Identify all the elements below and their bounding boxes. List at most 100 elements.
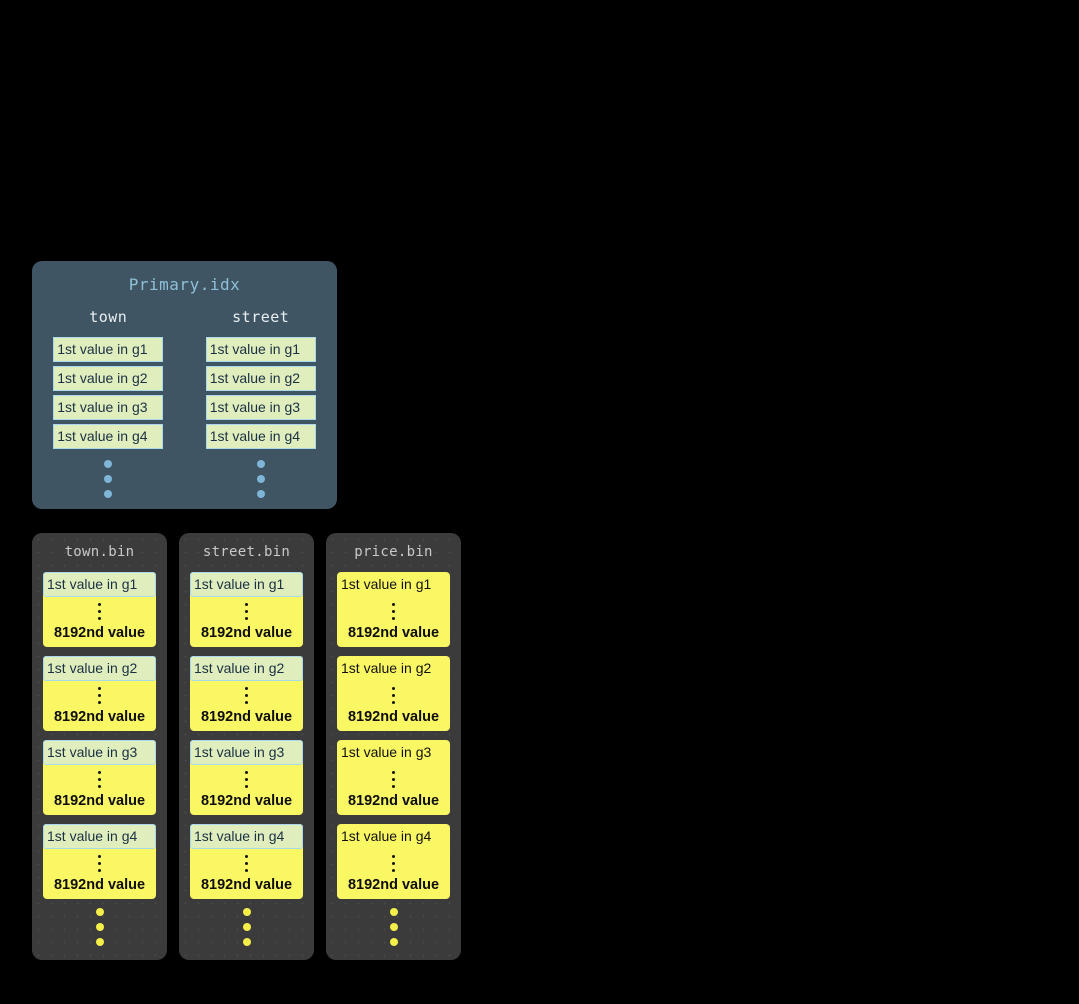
dot xyxy=(242,908,251,916)
primary-index-columns: town 1st value in g1 1st value in g2 1st va… xyxy=(32,308,337,498)
dot xyxy=(98,701,101,704)
bin-panels: town.bin 1st value in g1 8192nd value 1st v… xyxy=(32,533,461,960)
granule-first-value: 1st value in g3 xyxy=(43,740,156,765)
granule-last-value: 8192nd value xyxy=(53,793,146,809)
dot xyxy=(98,862,101,865)
dot xyxy=(104,490,113,498)
granule-vertical-ellipsis xyxy=(43,765,156,793)
dot xyxy=(98,694,101,697)
dot xyxy=(256,490,265,498)
granule-vertical-ellipsis xyxy=(190,597,303,625)
dot xyxy=(245,855,248,858)
primary-index-column-street: street 1st value in g1 1st value in g2 1st … xyxy=(185,308,338,498)
primary-index-entry[interactable]: 1st value in g3 xyxy=(53,395,164,420)
bin-granule-block[interactable]: 1st value in g3 8192nd value xyxy=(43,740,156,815)
primary-index-entry[interactable]: 1st value in g1 xyxy=(205,337,316,362)
granule-first-value: 1st value in g4 xyxy=(190,824,303,849)
dot xyxy=(392,701,395,704)
bin-granule-block[interactable]: 1st value in g4 8192nd value xyxy=(43,824,156,899)
granule-first-value: 1st value in g4 xyxy=(341,828,432,844)
dot xyxy=(392,785,395,788)
primary-index-entry[interactable]: 1st value in g1 xyxy=(53,337,164,362)
dot xyxy=(245,869,248,872)
dot xyxy=(98,771,101,774)
bin-granule-block[interactable]: 1st value in g4 8192nd value xyxy=(337,824,450,899)
granule-vertical-ellipsis xyxy=(190,681,303,709)
dot xyxy=(245,687,248,690)
dot xyxy=(245,694,248,697)
granule-last-value: 8192nd value xyxy=(200,709,293,725)
bin-granule-block[interactable]: 1st value in g3 8192nd value xyxy=(190,740,303,815)
primary-index-ellipsis-dots xyxy=(104,460,113,498)
granule-first-value: 1st value in g1 xyxy=(190,572,303,597)
dot xyxy=(392,771,395,774)
granule-vertical-ellipsis xyxy=(337,849,450,877)
granule-vertical-ellipsis xyxy=(190,765,303,793)
dot xyxy=(98,617,101,620)
dot xyxy=(245,778,248,781)
primary-index-column-town: town 1st value in g1 1st value in g2 1st va… xyxy=(32,308,185,498)
granule-last-value: 8192nd value xyxy=(200,877,293,893)
dot xyxy=(104,475,113,483)
granule-first-value: 1st value in g3 xyxy=(341,744,432,760)
dot xyxy=(98,610,101,613)
dot xyxy=(392,687,395,690)
dot xyxy=(245,617,248,620)
granule-vertical-ellipsis xyxy=(43,681,156,709)
granule-first-value: 1st value in g3 xyxy=(190,740,303,765)
primary-index-entry[interactable]: 1st value in g2 xyxy=(53,366,164,391)
dot xyxy=(245,862,248,865)
dot xyxy=(104,460,113,468)
bin-granule-block[interactable]: 1st value in g2 8192nd value xyxy=(337,656,450,731)
granule-first-value: 1st value in g2 xyxy=(341,660,432,676)
granule-vertical-ellipsis xyxy=(43,849,156,877)
bin-panel-ellipsis-dots xyxy=(43,908,156,946)
bin-granule-block[interactable]: 1st value in g2 8192nd value xyxy=(190,656,303,731)
granule-first-value: 1st value in g2 xyxy=(43,656,156,681)
granule-first-value: 1st value in g1 xyxy=(43,572,156,597)
granule-last-value: 8192nd value xyxy=(200,793,293,809)
bin-panel-title: price.bin xyxy=(354,544,433,560)
granule-last-value: 8192nd value xyxy=(347,793,440,809)
granule-last-value: 8192nd value xyxy=(53,709,146,725)
bin-granule-block[interactable]: 1st value in g2 8192nd value xyxy=(43,656,156,731)
dot xyxy=(256,460,265,468)
granule-first-value: 1st value in g1 xyxy=(341,576,432,592)
granule-last-value: 8192nd value xyxy=(53,625,146,641)
dot xyxy=(389,938,398,946)
dot xyxy=(95,908,104,916)
bin-granule-block[interactable]: 1st value in g3 8192nd value xyxy=(337,740,450,815)
primary-index-entry[interactable]: 1st value in g4 xyxy=(53,424,164,449)
dot xyxy=(245,701,248,704)
granule-first-value: 1st value in g4 xyxy=(43,824,156,849)
dot xyxy=(392,603,395,606)
granule-last-value: 8192nd value xyxy=(347,625,440,641)
primary-index-entry[interactable]: 1st value in g2 xyxy=(205,366,316,391)
bin-panel-price-bin: price.bin 1st value in g1 8192nd value 1st … xyxy=(326,533,461,960)
dot xyxy=(98,855,101,858)
bin-panel-ellipsis-dots xyxy=(190,908,303,946)
bin-granule-block[interactable]: 1st value in g1 8192nd value xyxy=(337,572,450,647)
dot xyxy=(95,923,104,931)
dot xyxy=(242,938,251,946)
dot xyxy=(392,855,395,858)
primary-index-entry[interactable]: 1st value in g3 xyxy=(205,395,316,420)
primary-index-entry[interactable]: 1st value in g4 xyxy=(205,424,316,449)
bin-granule-block[interactable]: 1st value in g1 8192nd value xyxy=(190,572,303,647)
bin-granule-block[interactable]: 1st value in g1 8192nd value xyxy=(43,572,156,647)
dot xyxy=(245,771,248,774)
dot xyxy=(245,610,248,613)
bin-granule-block[interactable]: 1st value in g4 8192nd value xyxy=(190,824,303,899)
granule-first-value: 1st value in g2 xyxy=(190,656,303,681)
granule-vertical-ellipsis xyxy=(43,597,156,625)
granule-last-value: 8192nd value xyxy=(200,625,293,641)
granule-vertical-ellipsis xyxy=(190,849,303,877)
dot xyxy=(392,610,395,613)
bin-panel-town-bin: town.bin 1st value in g1 8192nd value 1st v… xyxy=(32,533,167,960)
dot xyxy=(242,923,251,931)
dot xyxy=(98,687,101,690)
granule-vertical-ellipsis xyxy=(337,681,450,709)
primary-index-ellipsis-dots xyxy=(256,460,265,498)
dot xyxy=(256,475,265,483)
dot xyxy=(392,617,395,620)
